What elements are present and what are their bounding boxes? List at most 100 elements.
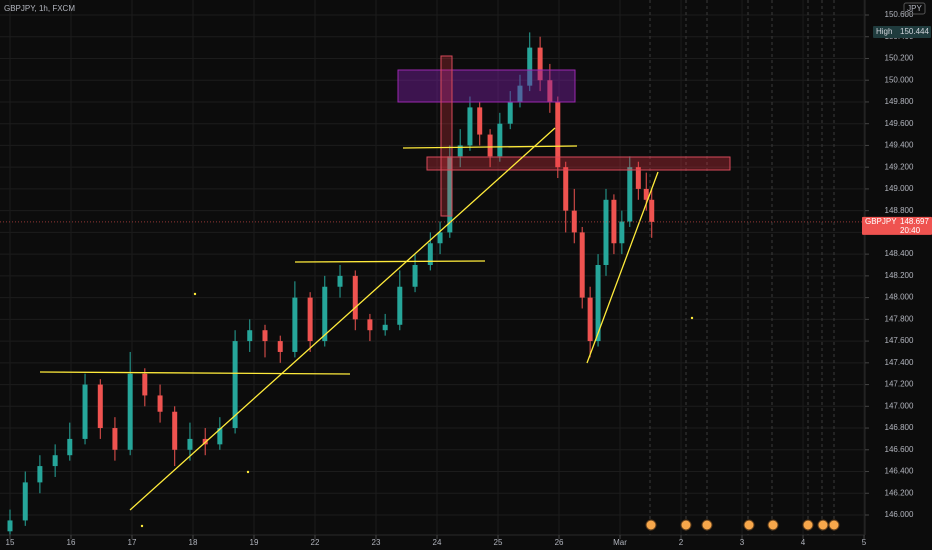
symbol-title: GBPJPY, 1h, FXCM: [4, 4, 75, 13]
candle-body: [382, 324, 388, 331]
y-tick-label: 149.400: [885, 141, 914, 150]
trend-line: [39, 371, 351, 375]
candle-body: [352, 275, 358, 320]
dot: [690, 316, 694, 320]
candle-body: [322, 286, 328, 342]
candle-body: [412, 265, 418, 287]
trend-line: [402, 145, 578, 149]
x-tick-label: 19: [250, 538, 259, 547]
event-icon[interactable]: [701, 519, 713, 531]
candle-body: [627, 167, 633, 222]
candle-body: [67, 438, 73, 456]
candle-body: [497, 123, 503, 157]
candle-body: [7, 520, 13, 532]
candle-body: [467, 107, 473, 146]
x-tick-label: 26: [555, 538, 564, 547]
candle-body: [447, 156, 453, 233]
candle-body: [187, 438, 193, 450]
candle-body: [337, 275, 343, 287]
currency: JPY: [907, 4, 922, 13]
y-tick-label: 147.600: [885, 336, 914, 345]
last-price-name: GBPJPY: [865, 217, 897, 226]
candle-body: [247, 330, 253, 342]
trend-line: [586, 171, 659, 364]
x-tick-label: 22: [311, 538, 320, 547]
last-price-value: 148.697: [900, 217, 929, 226]
high-value: 150.444: [900, 27, 929, 36]
spike-zone: [440, 55, 453, 217]
y-tick-label: 147.000: [885, 401, 914, 410]
x-tick-label: 15: [6, 538, 15, 547]
event-icon[interactable]: [767, 519, 779, 531]
y-tick-label: 146.600: [885, 445, 914, 454]
candle-body: [517, 85, 523, 102]
candle-body: [397, 286, 403, 325]
trend-line: [294, 260, 486, 263]
y-tick-label: 147.400: [885, 358, 914, 367]
candle-body: [587, 297, 593, 342]
x-tick-label: 18: [189, 538, 198, 547]
y-tick-label: 147.200: [885, 380, 914, 389]
candle-body: [232, 341, 238, 429]
y-tick-label: 149.000: [885, 184, 914, 193]
x-tick-label: 16: [67, 538, 76, 547]
candle-body: [82, 384, 88, 439]
dot: [140, 524, 144, 528]
grid: [0, 0, 865, 535]
event-icon[interactable]: [828, 519, 840, 531]
candle-body: [112, 428, 118, 450]
countdown: 20:40: [900, 226, 921, 235]
y-tick-label: 148.400: [885, 249, 914, 258]
candle-body: [487, 134, 493, 157]
event-icon[interactable]: [802, 519, 814, 531]
x-tick-label: 4: [801, 538, 806, 547]
candle-body: [603, 199, 609, 265]
currency-box[interactable]: [903, 2, 926, 15]
candle-body: [611, 199, 617, 244]
candle-body: [619, 221, 625, 244]
y-tick-label: 148.200: [885, 271, 914, 280]
event-lines: [649, 0, 835, 535]
candle-body: [635, 167, 641, 189]
candle-body: [97, 384, 103, 429]
x-tick-label: 5: [862, 538, 867, 547]
candle-body: [555, 101, 561, 168]
candle-body: [22, 482, 28, 521]
x-tick-label: 3: [740, 538, 745, 547]
candle-body: [579, 232, 585, 298]
candle-body: [427, 243, 433, 265]
event-icon[interactable]: [817, 519, 829, 531]
price-axis: [865, 0, 932, 550]
candle-body: [172, 411, 178, 450]
candle-body: [217, 428, 223, 445]
candle-body: [457, 145, 463, 157]
candle-body: [262, 330, 268, 342]
event-icon[interactable]: [645, 519, 657, 531]
candle-body: [37, 466, 43, 483]
candle-body: [595, 265, 601, 342]
candle-body: [437, 232, 443, 244]
y-tick-label: 150.000: [885, 75, 914, 84]
axes: 146.000 146.200 146.400 146.600 146.800 147.0…: [0, 10, 932, 547]
candle-body: [307, 297, 313, 342]
y-tick-label: 146.000: [885, 510, 914, 519]
y-tick-label: 150.600: [885, 10, 914, 19]
event-icon[interactable]: [743, 519, 755, 531]
dot: [193, 292, 197, 296]
high-box: [873, 25, 931, 38]
drawings: [39, 55, 731, 528]
y-tick-label: 149.200: [885, 162, 914, 171]
candle-body: [292, 297, 298, 352]
x-tick-label: 17: [128, 538, 137, 547]
x-tick-label: Mar: [613, 538, 627, 547]
event-icon[interactable]: [680, 519, 692, 531]
y-tick-label: 148.800: [885, 206, 914, 215]
x-tick-label: 2: [679, 538, 684, 547]
candle-body: [142, 373, 148, 396]
candle-body: [649, 199, 655, 222]
y-tick-label: 147.800: [885, 314, 914, 323]
y-tick-label: 149.800: [885, 97, 914, 106]
y-tick-label: 149.600: [885, 119, 914, 128]
x-tick-label: 25: [494, 538, 503, 547]
